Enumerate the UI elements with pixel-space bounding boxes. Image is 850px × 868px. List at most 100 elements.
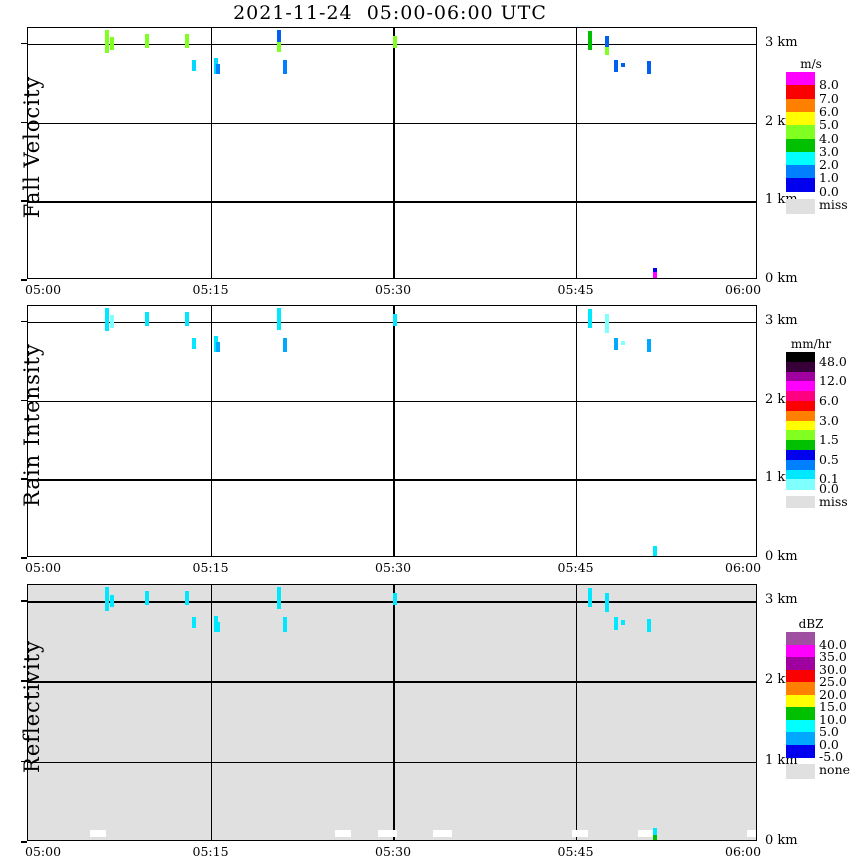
data-cell (604, 313, 609, 333)
panel-title-reflectivity: Reflectivity (20, 640, 44, 773)
data-cell (282, 59, 287, 74)
data-cell (393, 313, 397, 326)
colorbar-band (786, 669, 815, 683)
data-cell (104, 307, 109, 332)
data-cell (620, 340, 625, 346)
x-axis-tick-label: 05:15 (192, 282, 229, 297)
x-axis-tick-label: 05:45 (557, 560, 594, 575)
gridline-horizontal (28, 400, 756, 402)
gridline-vertical (575, 585, 577, 840)
data-cell (652, 546, 657, 556)
data-cell (620, 620, 625, 626)
data-cell (587, 31, 592, 43)
colorbar-tick-label: 10.0 (819, 711, 847, 727)
data-cell (184, 312, 189, 326)
colorbar-missing-swatch (786, 764, 815, 779)
colorbar-units-label: m/s (800, 57, 822, 71)
page-title: 2021-11-24 05:00-06:00 UTC (233, 2, 547, 24)
data-cell (144, 312, 149, 326)
data-cell (393, 35, 397, 48)
colorbar-band (786, 401, 815, 412)
colorbar-tick-label: -5.0 (819, 749, 844, 764)
y-axis-tick-mark (21, 200, 27, 202)
gridline-vertical (393, 306, 395, 556)
colorbar-band (786, 391, 815, 402)
x-axis-tick-label: 06:00 (725, 844, 762, 859)
colorbar-tick-label: 7.0 (819, 90, 839, 106)
gridline-horizontal (28, 601, 756, 603)
gridline-vertical (210, 585, 212, 840)
data-cell (614, 617, 619, 630)
data-cell (144, 591, 149, 606)
data-cell (604, 35, 609, 47)
y-axis-tick-mark (21, 478, 27, 480)
ground-clutter-patch (637, 830, 656, 837)
colorbar-missing-swatch (786, 496, 815, 508)
x-axis-tick-label: 05:30 (375, 282, 412, 297)
colorbar-tick-label: 0.1 (819, 471, 839, 487)
data-cell (647, 339, 652, 352)
colorbar-tick-label: 2.0 (819, 157, 839, 173)
colorbar-band (786, 410, 815, 422)
data-cell (276, 30, 281, 43)
y-axis-tick-mark (21, 320, 27, 323)
colorbar-band (786, 744, 815, 758)
y-axis-tick-mark (21, 680, 27, 682)
data-cell (587, 309, 592, 329)
colorbar-band (786, 361, 815, 373)
colorbar-tick-label: 30.0 (819, 661, 847, 677)
data-cell (604, 46, 609, 55)
colorbar-band (786, 440, 815, 451)
colorbar-tick-label: 3.0 (819, 412, 839, 428)
ground-clutter-patch (334, 830, 351, 837)
ground-clutter-patch (378, 830, 398, 837)
x-axis-tick-label: 05:00 (25, 560, 62, 575)
colorbar-tick-label: 5.0 (819, 117, 839, 133)
colorbar-tick-label: 0.5 (819, 451, 839, 467)
colorbar-units-label: dBZ (798, 617, 824, 631)
colorbar-band (786, 178, 815, 193)
colorbar-tick-label: 20.0 (819, 686, 847, 702)
colorbar-tick-label: 1.5 (819, 432, 839, 448)
data-cell (647, 618, 652, 632)
y-axis-tick-label: 0 km (765, 271, 798, 286)
data-cell (614, 337, 619, 351)
y-axis-tick-label: 3 km (765, 592, 798, 608)
gridline-horizontal (28, 479, 756, 481)
colorbar-missing-label: miss (819, 196, 848, 212)
gridline-horizontal (28, 201, 756, 203)
colorbar-band (786, 381, 815, 392)
colorbar-band (786, 138, 815, 153)
colorbar-band (786, 125, 815, 140)
colorbar-missing-label: none (819, 762, 850, 777)
gridline-vertical (575, 28, 577, 278)
x-axis-tick-label: 05:30 (375, 844, 412, 859)
data-cell (647, 61, 652, 74)
colorbar-band (786, 165, 815, 179)
y-axis-tick-label: 0 km (765, 833, 798, 848)
y-axis-tick-mark (21, 841, 27, 843)
data-cell (216, 621, 221, 632)
data-cell (109, 315, 114, 329)
y-axis-tick-mark (21, 600, 27, 602)
data-cell (652, 834, 657, 840)
data-cell (216, 64, 221, 74)
data-cell (604, 593, 609, 613)
ground-clutter-patch (90, 830, 107, 837)
y-axis-tick-mark (21, 557, 27, 559)
data-cell (104, 586, 109, 611)
data-cell (587, 42, 592, 51)
y-axis-tick-mark (21, 760, 27, 763)
data-cell (104, 29, 109, 54)
data-cell (282, 337, 287, 352)
gridline-horizontal (28, 761, 756, 764)
colorbar-band (786, 352, 815, 363)
colorbar-tick-label: 3.0 (819, 143, 839, 159)
y-axis-tick-mark (21, 42, 27, 45)
colorbar-tick-label: 15.0 (819, 699, 847, 714)
colorbar-band (786, 371, 815, 382)
data-cell (652, 828, 657, 835)
y-axis-tick-mark (21, 399, 27, 401)
colorbar-missing-swatch (786, 198, 815, 214)
colorbar-tick-label: 12.0 (819, 373, 847, 389)
